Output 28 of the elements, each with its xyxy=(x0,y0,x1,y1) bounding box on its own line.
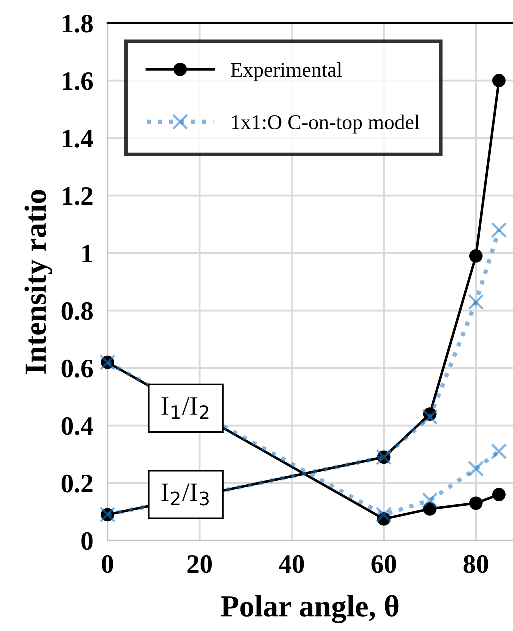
x-tick-label: 60 xyxy=(372,555,396,574)
point xyxy=(469,496,483,510)
y-tick-label: 0.4 xyxy=(62,417,94,436)
x-axis-title: Polar angle, θ xyxy=(221,595,399,624)
y-tick-label: 1.8 xyxy=(62,14,93,33)
legend-label: 1x1:O C-on-top model xyxy=(232,114,420,134)
y-tick-label: 1.2 xyxy=(62,188,93,206)
point xyxy=(377,512,391,526)
x-tick-label: 40 xyxy=(279,555,304,574)
y-tick-label: 0.6 xyxy=(62,360,94,378)
point xyxy=(423,408,437,421)
annotation: I$_{1}$/I$_{2}$ xyxy=(162,397,209,420)
point xyxy=(423,502,437,516)
y-tick-label: 1.4 xyxy=(62,130,94,148)
y-axis-title: Intensity ratio xyxy=(24,190,53,374)
y-tick-label: 1.6 xyxy=(62,72,94,90)
legend-label: Experimental xyxy=(231,62,342,82)
annotation: I$_{2}$/I$_{3}$ xyxy=(162,484,209,506)
x-tick-label: 20 xyxy=(188,555,212,574)
x-tick-label: 80 xyxy=(464,555,488,574)
y-tick-label: 0.2 xyxy=(62,474,93,493)
point xyxy=(469,250,483,263)
point xyxy=(492,74,506,88)
y-tick-label: 1 xyxy=(82,245,92,262)
x-tick-label: 0 xyxy=(102,555,114,574)
point xyxy=(492,488,506,502)
y-tick-label: 0 xyxy=(82,532,93,550)
y-tick-label: 0.8 xyxy=(62,302,93,320)
